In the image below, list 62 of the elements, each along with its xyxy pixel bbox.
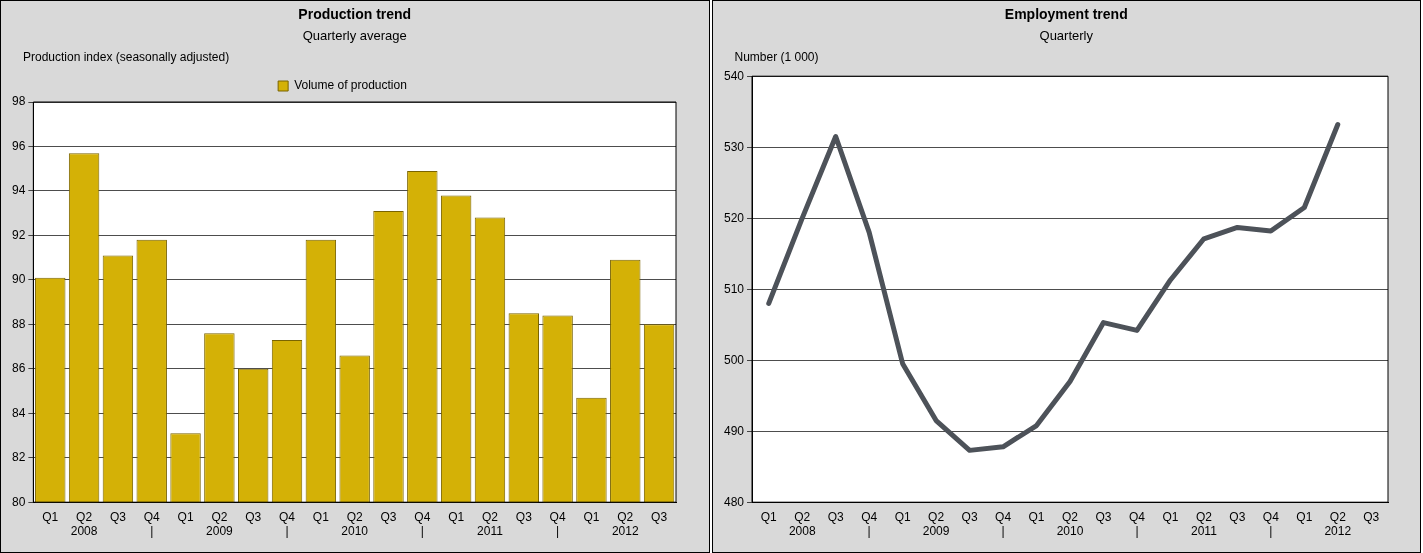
y-tick-label: 88	[11, 316, 26, 331]
x-tick-label: Q2 2010	[1056, 509, 1084, 539]
chart-subtitle: Quarterly average	[301, 28, 408, 45]
x-tick-label: Q1	[42, 509, 59, 524]
x-tick-label: Q4 |	[860, 509, 877, 539]
x-tick-label: Q3	[109, 509, 127, 524]
x-tick-label: Q3	[1228, 509, 1246, 524]
x-tick-label: Q3	[515, 509, 533, 524]
chart-title: Employment trend	[1003, 6, 1129, 24]
x-tick-label: Q1	[583, 509, 600, 524]
chart-title: Production trend	[297, 6, 413, 24]
y-tick-label: 520	[723, 210, 744, 225]
x-tick-label: Q1	[1295, 509, 1313, 524]
x-tick-label: Q4 |	[143, 509, 161, 539]
x-tick-label: Q2 2009	[206, 509, 234, 539]
y-tick-label: 490	[723, 423, 744, 438]
x-tick-label: Q3	[380, 509, 397, 524]
y-tick-label: 500	[723, 352, 744, 367]
x-tick-label: Q2 2008	[788, 509, 816, 539]
x-tick-label: Q3	[961, 509, 978, 524]
x-tick-label: Q3	[1094, 509, 1112, 524]
x-tick-label: Q4 |	[549, 509, 566, 539]
x-tick-label: Q1	[448, 509, 465, 524]
y-tick-label: 86	[11, 361, 26, 376]
x-tick-label: Q1	[760, 509, 777, 524]
x-tick-label: Q1	[894, 509, 911, 524]
x-tick-label: Q1	[1028, 509, 1045, 524]
x-tick-label: Q3	[245, 509, 262, 524]
x-tick-label: Q1	[312, 509, 330, 524]
x-tick-label: Q2 2009	[922, 509, 950, 539]
y-tick-label: 96	[11, 138, 26, 153]
y-tick-label: 82	[11, 450, 26, 465]
x-tick-label: Q3	[827, 509, 844, 524]
x-tick-label: Q2 2012	[611, 509, 639, 539]
y-axis-title: Number (1 000)	[734, 50, 820, 66]
y-tick-label: 98	[11, 94, 26, 109]
x-tick-label: Q3	[651, 509, 668, 524]
y-tick-label: 90	[11, 272, 26, 287]
y-tick-label: 92	[11, 227, 26, 242]
x-tick-label: Q4 |	[414, 509, 431, 539]
y-tick-label: 540	[723, 68, 744, 83]
x-tick-label: Q4 |	[1128, 509, 1145, 539]
y-tick-label: 94	[11, 183, 26, 198]
x-tick-label: Q2 2011	[1190, 509, 1217, 539]
y-tick-label: 84	[11, 405, 26, 420]
x-tick-label: Q2 2010	[341, 509, 369, 539]
x-tick-label: Q1	[1161, 509, 1179, 524]
x-tick-label: Q2 2012	[1323, 509, 1351, 539]
x-tick-label: Q4 |	[994, 509, 1011, 539]
x-tick-label: Q2 2008	[70, 509, 98, 539]
y-tick-label: 530	[723, 139, 744, 154]
y-tick-label: 510	[723, 281, 744, 296]
y-axis-title: Production index (seasonally adjusted)	[23, 50, 231, 66]
x-tick-label: Q4 |	[1262, 509, 1279, 539]
x-tick-label: Q2 2011	[477, 509, 504, 539]
legend-label: Volume of production	[294, 78, 407, 93]
chart-subtitle: Quarterly	[1038, 28, 1094, 45]
y-tick-label: 80	[11, 494, 26, 509]
x-tick-label: Q4 |	[279, 509, 296, 539]
x-tick-label: Q3	[1362, 509, 1380, 524]
y-tick-label: 480	[723, 494, 744, 509]
x-tick-label: Q1	[177, 509, 194, 524]
